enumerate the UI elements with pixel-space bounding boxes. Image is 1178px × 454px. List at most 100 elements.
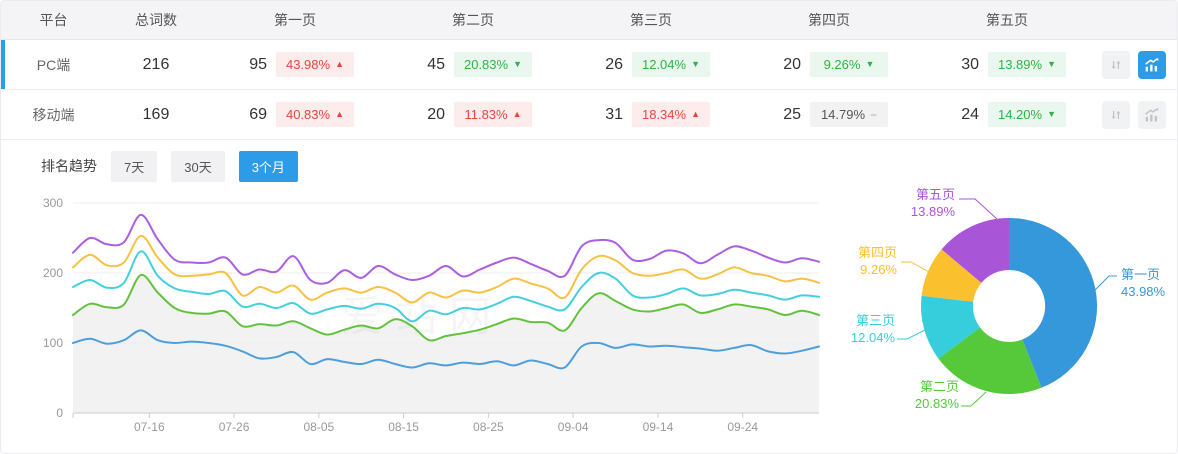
pie-label-page1: 第一页 43.98% — [1121, 267, 1166, 299]
pie-slice-4[interactable] — [941, 218, 1009, 283]
badge-pct: 11.83% — [464, 107, 508, 122]
table-row-pc[interactable]: PC端 216 95 43.98% ▲ 45 20.83% ▼ 26 12.04% ▼… — [1, 40, 1177, 90]
badge-pct: 12.04% — [641, 57, 687, 72]
trend-toolbar: 排名趋势 7天 30天 3个月 — [1, 150, 1177, 182]
chart-button[interactable] — [1138, 50, 1166, 79]
page1-count: 69 — [249, 105, 267, 123]
header-platform: 平台 — [39, 12, 68, 28]
y-tick-label: 0 — [56, 406, 63, 420]
page4-cell: 25 14.79% − — [740, 102, 918, 127]
tab-30-days[interactable]: 30天 — [171, 150, 225, 182]
sort-button[interactable] — [1102, 100, 1130, 129]
page2-cell: 20 11.83% ▲ — [384, 102, 562, 127]
y-tick-label: 100 — [43, 336, 63, 350]
badge-pct: 20.83% — [463, 57, 509, 72]
page2-change-badge: 11.83% ▲ — [454, 102, 532, 127]
page2-change-badge: 20.83% ▼ — [454, 52, 532, 77]
header-page-2: 第二页 — [452, 12, 494, 28]
y-tick-label: 200 — [43, 266, 63, 280]
header-page-5: 第五页 — [986, 12, 1028, 28]
x-tick-label: 09-04 — [558, 420, 589, 434]
line-series-4 — [72, 213, 820, 285]
page3-count: 26 — [605, 55, 623, 73]
trend-arrow-icon: ▼ — [691, 59, 700, 69]
x-tick-label: 07-26 — [219, 420, 250, 434]
badge-pct: 43.98% — [285, 57, 331, 72]
pie-slice-2[interactable] — [920, 295, 981, 359]
page4-count: 20 — [783, 55, 801, 73]
page5-count: 24 — [961, 105, 979, 123]
y-tick-label: 300 — [43, 196, 63, 210]
page4-count: 25 — [783, 105, 801, 123]
trend-arrow-icon: ▼ — [513, 59, 522, 69]
x-tick-label: 08-15 — [388, 420, 419, 434]
header-total-words: 总词数 — [135, 12, 177, 28]
trend-arrow-icon: ▼ — [865, 59, 875, 69]
trend-chart-icon — [1145, 107, 1159, 121]
pie-slice-3[interactable] — [921, 249, 982, 302]
page3-change-badge: 18.34% ▲ — [632, 102, 710, 127]
tab-7-days[interactable]: 7天 — [111, 150, 158, 182]
page4-cell: 20 9.26% ▼ — [740, 52, 918, 77]
total-words-value: 216 — [142, 55, 170, 73]
pie-label-page2: 第二页 20.83% — [914, 379, 959, 411]
trend-arrow-icon: ▼ — [1047, 59, 1056, 69]
badge-pct: 18.34% — [641, 107, 687, 122]
header-page-1: 第一页 — [274, 12, 316, 28]
badge-pct: 13.89% — [997, 57, 1043, 72]
page1-cell: 69 40.83% ▲ — [206, 102, 384, 127]
pie-leader-line-0 — [1094, 275, 1117, 291]
pie-label-page5: 第五页 13.89% — [910, 187, 955, 219]
page2-count: 45 — [427, 55, 445, 73]
trend-chart-icon — [1145, 57, 1159, 71]
page5-count: 30 — [961, 55, 979, 73]
page1-count: 95 — [249, 55, 267, 73]
x-tick-label: 09-24 — [727, 420, 758, 434]
pie-leader-line-4 — [959, 198, 998, 220]
trend-arrow-icon: − — [870, 107, 878, 122]
pie-label-page3: 第三页 12.04% — [850, 313, 895, 345]
x-tick-label: 09-14 — [643, 420, 674, 434]
platform-label: 移动端 — [32, 106, 75, 123]
header-page-4: 第四页 — [808, 12, 850, 28]
line-series-1 — [72, 274, 820, 342]
page2-count: 20 — [427, 105, 445, 123]
page3-cell: 26 12.04% ▼ — [562, 52, 740, 77]
trend-arrow-icon: ▲ — [335, 109, 344, 119]
page4-change-badge: 9.26% ▼ — [810, 52, 888, 77]
trend-arrow-icon: ▲ — [335, 59, 344, 69]
line-series-3 — [72, 234, 820, 304]
chart-button[interactable] — [1138, 100, 1166, 129]
row-actions — [1096, 50, 1177, 79]
pie-slice-1[interactable] — [938, 327, 1042, 395]
pie-chart-svg — [897, 198, 1117, 407]
trend-line-chart: 爱站网 07-16 07-26 08-05 08-15 08-25 09-04 09-14 09… — [11, 193, 841, 445]
x-tick-label: 07-16 — [134, 420, 165, 434]
table-header-row: 平台 总词数 第一页 第二页 第三页 第四页 第五页 — [1, 1, 1177, 40]
page3-count: 31 — [605, 105, 623, 123]
tab-3-months[interactable]: 3个月 — [238, 150, 298, 182]
platform-label: PC端 — [36, 56, 71, 73]
line-series-0 — [72, 329, 820, 370]
page5-cell: 24 14.20% ▼ — [918, 102, 1096, 127]
page-distribution-donut: 第五页 13.89% 第四页 9.26% 第三页 12.04% 第二页 20.83% 第… — [849, 166, 1177, 451]
sort-button[interactable] — [1102, 50, 1130, 79]
x-tick-label: 08-05 — [303, 420, 334, 434]
page3-cell: 31 18.34% ▲ — [562, 102, 740, 127]
total-words-value: 169 — [142, 105, 170, 123]
trend-title: 排名趋势 — [41, 158, 97, 174]
active-row-indicator — [1, 40, 5, 89]
table-row-mobile[interactable]: 移动端 169 69 40.83% ▲ 20 11.83% ▲ 31 18.34% ▲… — [1, 90, 1177, 140]
page5-cell: 30 13.89% ▼ — [918, 52, 1096, 77]
page5-change-badge: 14.20% ▼ — [988, 102, 1066, 127]
x-tick-label: 08-25 — [473, 420, 504, 434]
pie-slice-0[interactable] — [1009, 217, 1098, 388]
page5-change-badge: 13.89% ▼ — [988, 52, 1066, 77]
badge-pct: 14.79% — [820, 107, 866, 122]
page3-change-badge: 12.04% ▼ — [632, 52, 710, 77]
sort-arrows-icon — [1111, 110, 1121, 119]
pie-label-page4: 第四页 9.26% — [857, 245, 897, 277]
header-page-3: 第三页 — [630, 12, 672, 28]
